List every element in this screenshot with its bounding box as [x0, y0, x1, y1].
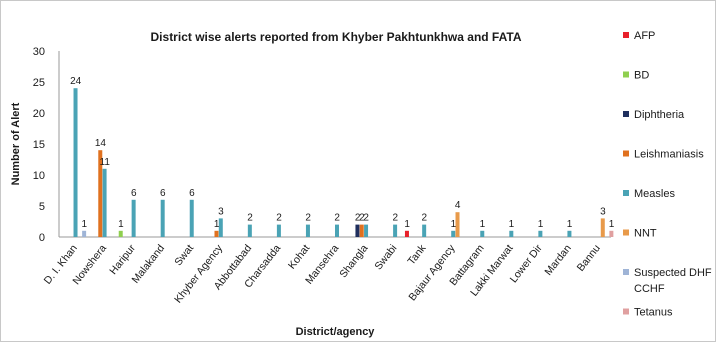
data-label: 14	[95, 138, 107, 149]
bar-lower-dir-measles	[538, 230, 543, 237]
data-label: 1	[480, 219, 486, 230]
data-label: 2	[359, 213, 365, 224]
y-tick-label: 5	[39, 201, 45, 213]
bar-khyber-agency-measles	[218, 218, 223, 237]
y-tick-label: 30	[33, 46, 45, 58]
data-label: 2	[355, 213, 361, 224]
bar-tank-afp	[404, 230, 409, 237]
bar-battagram-measles	[480, 230, 485, 237]
data-label: 3	[600, 206, 606, 217]
legend-swatch-nnt	[623, 229, 629, 236]
data-label: 2	[422, 213, 428, 224]
data-label: 6	[189, 188, 195, 199]
data-label: 4	[455, 200, 461, 211]
data-label: 6	[160, 188, 166, 199]
data-label: 1	[567, 219, 573, 230]
bar-nowshera-measles	[102, 168, 107, 237]
data-label: 1	[609, 219, 615, 230]
bar-tank-measles	[422, 224, 427, 237]
legend-label-suspected-dhf-cchf: Suspected DHF CCHF	[634, 267, 712, 295]
bar-bajaur-agency-nnt	[455, 212, 460, 237]
data-label: 1	[451, 219, 457, 230]
x-tick-label: Shangla	[337, 242, 370, 280]
bar-bajaur-agency-measles	[451, 230, 456, 237]
x-axis-title: District/agency	[296, 326, 376, 338]
legend-swatch-bd	[623, 71, 629, 78]
bar-d-i-khan-measles	[73, 88, 78, 237]
data-label: 1	[404, 219, 410, 230]
x-tick-label: Swat	[172, 242, 196, 268]
bar-haripur-bd	[118, 230, 123, 237]
data-label: 2	[276, 213, 282, 224]
legend-swatch-measles	[623, 190, 629, 196]
legend-label-bd: BD	[634, 70, 649, 82]
x-tick-label: Mardan	[542, 242, 573, 278]
legend-swatch-diphtheria	[623, 111, 629, 117]
legend-label-nnt: NNT	[634, 228, 657, 240]
y-tick-label: 15	[33, 139, 45, 151]
data-label: 2	[392, 213, 398, 224]
data-label: 1	[538, 219, 544, 230]
bar-bannu-nnt	[600, 218, 605, 237]
bar-mardan-measles	[567, 230, 572, 237]
y-tick-label: 25	[33, 77, 45, 89]
y-axis-title: Number of Alert	[10, 102, 22, 185]
data-label: 24	[70, 76, 82, 87]
chart-title: District wise alerts reported from Khybe…	[151, 30, 522, 44]
legend-label-diphtheria: Diphtheria	[634, 109, 685, 121]
y-tick-label: 20	[33, 108, 45, 120]
bar-malakand-measles	[160, 199, 165, 237]
data-label: 2	[363, 213, 369, 224]
legend-swatch-afp	[623, 32, 629, 38]
legend-label-measles: Measles	[634, 188, 675, 200]
data-label: 2	[334, 213, 340, 224]
data-label: 11	[100, 157, 111, 168]
legend-swatch-leishmaniasis	[623, 150, 629, 157]
legend-swatch-tetanus	[623, 308, 629, 315]
data-label: 1	[214, 219, 220, 230]
bar-charsadda-measles	[276, 224, 281, 237]
bar-lakki-marwat-measles	[509, 230, 514, 237]
data-label: 3	[218, 206, 224, 217]
data-label: 2	[305, 213, 311, 224]
bar-shangla-measles	[364, 224, 369, 237]
x-tick-label: Bannu	[575, 242, 603, 273]
legend-label-leishmaniasis: Leishmaniasis	[634, 149, 704, 161]
bar-swat-measles	[189, 199, 194, 237]
y-tick-label: 10	[33, 170, 45, 182]
data-label: 2	[247, 213, 253, 224]
legend-label-afp: AFP	[634, 30, 655, 42]
y-tick-label: 0	[39, 232, 45, 244]
x-tick-label: Swabi	[372, 242, 399, 272]
bar-shangla-diphtheria	[355, 224, 360, 237]
bar-shangla-leishmaniasis	[359, 224, 364, 237]
bar-kohat-measles	[305, 224, 310, 237]
x-tick-label: Tank	[405, 242, 429, 267]
bar-bannu-tetanus	[609, 230, 614, 237]
data-label: 1	[509, 219, 515, 230]
bar-haripur-measles	[131, 199, 136, 237]
bar-abbottabad-measles	[247, 224, 252, 237]
data-label: 1	[81, 219, 87, 230]
legend-swatch-suspected-dhf-cchf	[623, 269, 629, 275]
bar-swabi-measles	[393, 224, 398, 237]
bar-khyber-agency-leishmaniasis	[214, 230, 219, 237]
data-label: 1	[118, 219, 124, 230]
bar-mansehra-measles	[335, 224, 339, 237]
x-tick-label: Kohat	[286, 242, 312, 271]
legend-label-tetanus: Tetanus	[634, 307, 673, 319]
bar-nowshera-leishmaniasis	[98, 150, 103, 237]
bar-d-i-khan-suspected-dhf-cchf	[82, 230, 87, 237]
data-label: 6	[131, 188, 137, 199]
